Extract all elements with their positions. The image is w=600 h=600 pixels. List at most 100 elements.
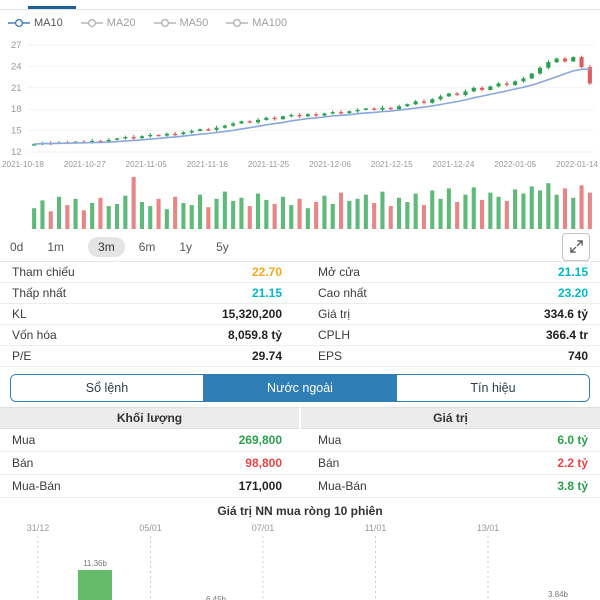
svg-text:21: 21 — [11, 83, 22, 94]
row-label: Mua-Bán — [12, 479, 61, 493]
x-axis-label: 2022-01-14 — [556, 159, 598, 169]
range-button-1y[interactable]: 1y — [179, 239, 193, 254]
ma50-marker-icon — [153, 18, 176, 28]
stat-value-open: 21.15 — [557, 265, 588, 279]
svg-text:11/01: 11/01 — [365, 523, 387, 533]
price-chart-x-axis: 2021-10-18 2021-10-27 2021-11-05 2021-11… — [0, 158, 600, 170]
legend-ma20[interactable]: MA20 — [80, 17, 136, 29]
stat-label: P/E — [12, 349, 32, 363]
foreign-sell-value: 2.2 tỷ — [557, 456, 588, 470]
column-header-value: Giá trị — [299, 407, 600, 429]
svg-text:15: 15 — [11, 126, 22, 137]
volume-chart[interactable] — [0, 172, 600, 232]
x-axis-label: 2021-10-18 — [2, 159, 44, 169]
foreign-net-value: 3.8 tỷ — [557, 479, 588, 493]
svg-text:07/01: 07/01 — [252, 523, 275, 533]
svg-text:27: 27 — [11, 40, 22, 51]
stat-label: EPS — [318, 349, 343, 363]
range-button-6m[interactable]: 6m — [138, 239, 156, 254]
svg-text:13/01: 13/01 — [477, 523, 500, 533]
foreign-buy-volume: 269,800 — [238, 433, 282, 447]
ma20-marker-icon — [80, 18, 103, 28]
x-axis-label: 2021-11-16 — [186, 159, 228, 169]
stat-label: Mở cửa — [318, 265, 360, 279]
x-axis-label: 2022-01-05 — [494, 159, 537, 169]
legend-ma100[interactable]: MA100 — [226, 17, 287, 29]
stat-value-shares: 366.4 tr — [545, 328, 588, 342]
x-axis-label: 2021-10-27 — [63, 159, 106, 169]
legend-ma20-label: MA20 — [106, 17, 136, 29]
stat-label: Tham chiếu — [12, 265, 75, 279]
expand-arrows-icon — [569, 240, 583, 253]
x-axis-label: 2021-11-25 — [247, 159, 290, 169]
foreign-net-buy-chart: 31/12 05/01 07/01 11/01 13/01 11.36b 6.45b 3.84… — [27, 523, 569, 600]
range-selector-row: 0d 1m 3m 6m 1y 5y — [0, 232, 600, 262]
table-row: Bán 98,800 Bán 2.2 tỷ — [0, 452, 600, 475]
svg-text:6.45b: 6.45b — [206, 595, 227, 600]
row-label: Mua-Bán — [318, 479, 367, 493]
stat-value-eps: 740 — [567, 349, 588, 363]
foreign-sell-volume: 98,800 — [245, 456, 282, 470]
active-tab-underline — [28, 6, 76, 9]
range-button-3m[interactable]: 3m — [88, 236, 125, 257]
nn-chart-title: Giá trị NN mua ròng 10 phiên — [217, 504, 383, 518]
svg-text:18: 18 — [11, 104, 22, 115]
legend-ma10[interactable]: MA10 — [8, 17, 63, 29]
stock-info-table: Tham chiếu 22.70 Mở cửa 21.15 Thấp nhất 21.… — [0, 262, 600, 367]
fullscreen-button[interactable] — [562, 232, 590, 261]
range-button-0d[interactable]: 0d — [10, 239, 24, 254]
legend-ma50[interactable]: MA50 — [153, 17, 208, 29]
stat-value-marketcap: 8,059.8 tỷ — [227, 328, 282, 342]
row-label: Mua — [12, 433, 36, 447]
x-axis-label: 2021-12-06 — [309, 159, 351, 169]
row-label: Mua — [318, 433, 342, 447]
table-row: Vốn hóa 8,059.8 tỷ CPLH 366.4 tr — [0, 325, 600, 346]
section-tabs: Sổ lệnh Nước ngoài Tín hiệu — [10, 374, 590, 402]
stat-label: KL — [12, 307, 27, 321]
legend-ma100-label: MA100 — [252, 17, 288, 29]
row-label: Bán — [318, 456, 340, 470]
svg-text:31/12: 31/12 — [27, 523, 50, 533]
svg-text:3.84b: 3.84b — [548, 590, 569, 599]
tab-order-book[interactable]: Sổ lệnh — [11, 375, 203, 401]
x-axis-label: 2021-12-24 — [432, 159, 475, 169]
svg-text:24: 24 — [11, 61, 22, 72]
ma-legend: MA10 MA20 MA50 MA100 — [0, 10, 600, 36]
foreign-net-volume: 171,000 — [238, 479, 282, 493]
x-axis-label: 2021-12-15 — [370, 159, 413, 169]
stat-value-reference: 22.70 — [251, 265, 282, 279]
stat-value-pe: 29.74 — [251, 349, 282, 363]
tab-foreign[interactable]: Nước ngoài — [203, 375, 396, 401]
stat-value-high: 23.20 — [557, 286, 588, 300]
range-button-5y[interactable]: 5y — [216, 239, 229, 254]
stat-label: Giá trị — [318, 307, 351, 321]
table-row: Mua-Bán 171,000 Mua-Bán 3.8 tỷ — [0, 475, 600, 498]
column-header-volume: Khối lượng — [0, 407, 299, 429]
stat-label: Thấp nhất — [12, 286, 67, 300]
stat-value-turnover: 334.6 tỷ — [543, 307, 588, 321]
stat-value-low: 21.15 — [251, 286, 282, 300]
foreign-buy-value: 6.0 tỷ — [557, 433, 588, 447]
candlestick-price-chart[interactable]: 27 24 21 18 15 12 — [0, 36, 600, 158]
x-axis-label: 2021-11-05 — [125, 159, 167, 169]
stat-label: CPLH — [318, 328, 351, 342]
table-row: KL 15,320,200 Giá trị 334.6 tỷ — [0, 304, 600, 325]
stat-label: Cao nhất — [318, 286, 367, 300]
clipped-top-tab-bar — [0, 0, 600, 10]
ma10-marker-icon — [8, 18, 30, 28]
table-row: Mua 269,800 Mua 6.0 tỷ — [0, 429, 600, 452]
table-row: Thấp nhất 21.15 Cao nhất 23.20 — [0, 283, 600, 304]
tab-signals[interactable]: Tín hiệu — [396, 375, 589, 401]
svg-text:05/01: 05/01 — [139, 523, 162, 533]
legend-ma10-label: MA10 — [34, 17, 63, 29]
range-button-1m[interactable]: 1m — [47, 239, 65, 254]
stat-value-volume: 15,320,200 — [221, 307, 282, 321]
table-row: P/E 29.74 EPS 740 — [0, 346, 600, 367]
svg-text:12: 12 — [11, 147, 22, 158]
svg-text:11.36b: 11.36b — [83, 559, 107, 568]
table-row: Tham chiếu 22.70 Mở cửa 21.15 — [0, 262, 600, 283]
foreign-trading-table: Khối lượng Giá trị Mua 269,800 Mua 6.0 tỷ … — [0, 407, 600, 498]
stat-label: Vốn hóa — [12, 328, 57, 342]
foreign-table-header: Khối lượng Giá trị — [0, 407, 600, 429]
